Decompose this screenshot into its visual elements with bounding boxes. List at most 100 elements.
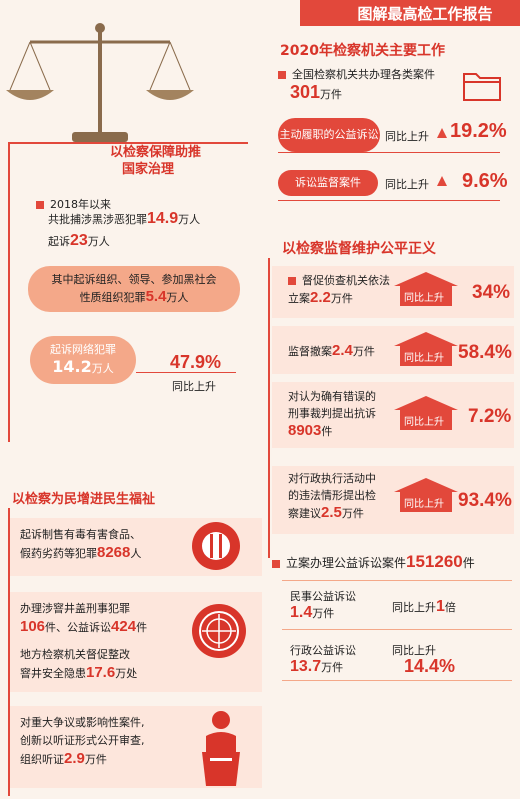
folder-icon — [463, 73, 501, 101]
hear-unit: 万件 — [84, 753, 107, 766]
org-line2: 性质组织犯罪5.4万人 — [28, 288, 240, 306]
section1-line1: 全国检察机关共办理各类案件 — [278, 66, 435, 82]
left1-title-line2: 国家治理 — [122, 162, 175, 177]
food-icon — [192, 522, 240, 570]
cases-num: 301 — [290, 82, 321, 102]
supervise-item-4 — [272, 466, 514, 534]
net-unit: 万人 — [91, 362, 114, 375]
item3-line2: 刑事裁判提出抗诉 — [288, 407, 376, 420]
civil-label: 民事公益诉讼 — [290, 590, 356, 603]
pill1-rate-label: 同比上升 — [385, 130, 429, 143]
civil-rate: 同比上升1倍 — [392, 598, 456, 616]
net-num: 14.2 — [52, 357, 92, 376]
section2-title: 以检察监督维护公平正义 — [282, 241, 436, 257]
pill2-line — [278, 200, 500, 201]
pill1-arrow-icon — [437, 128, 447, 138]
item4-line1: 对行政执行活动中 — [288, 472, 376, 485]
item2-rate-label: 同比上升 — [404, 353, 444, 364]
left1-title-line1: 以检察保障助推 — [110, 145, 202, 160]
since-label: 2018年以来 — [50, 198, 111, 211]
arrest-line: 共批捕涉黑涉恶犯罪14.9万人 — [48, 210, 200, 228]
arrest-label: 共批捕涉黑涉恶犯罪 — [48, 213, 147, 226]
item2-arrow-icon — [394, 332, 458, 346]
admin-rate-label: 同比上升 — [392, 644, 436, 657]
public-num: 151260 — [406, 552, 463, 571]
civil-unit: 万件 — [312, 607, 335, 620]
net-rate-label: 同比上升 — [172, 380, 216, 393]
left2-frame — [8, 508, 10, 796]
podium-speaker-icon — [202, 711, 240, 786]
net-label: 起诉网络犯罪 — [50, 343, 116, 356]
item3-text: 对认为确有错误的 刑事裁判提出抗诉 8903件 — [288, 388, 376, 440]
hear-label: 组织听证 — [20, 753, 64, 766]
item3-arrow-icon — [394, 396, 458, 410]
item1-line1: 督促侦查机关依法 — [302, 274, 390, 287]
cases-label: 全国检察机关共办理各类案件 — [292, 68, 435, 81]
admin-rate: 14.4% — [404, 656, 456, 676]
header-bar — [300, 0, 520, 26]
pill2-arrow-icon — [437, 176, 447, 186]
item2-rate: 58.4% — [458, 342, 512, 363]
arrest-unit: 万人 — [178, 213, 201, 226]
bullet-icon — [278, 71, 286, 79]
public-label: 立案办理公益诉讼案件 — [286, 556, 407, 570]
org-num: 5.4 — [145, 288, 167, 305]
item1-unit: 万件 — [330, 292, 353, 305]
pill2-rate: 9.6% — [462, 170, 508, 192]
item4-line2: 的违法情形提出检 — [288, 489, 376, 502]
bullet-icon — [36, 201, 44, 209]
public-unit: 件 — [462, 556, 475, 570]
pill1-line — [278, 152, 500, 153]
item3-rate-box — [400, 410, 452, 430]
item4-rate-label: 同比上升 — [404, 499, 444, 510]
since-line: 2018年以来 — [36, 196, 111, 212]
item2-rate-box — [400, 346, 452, 366]
item1-label: 立案 — [288, 292, 310, 305]
item4-line3: 察建议 — [288, 507, 321, 520]
pill2-label: 诉讼监督案件 — [295, 176, 361, 189]
item3-line1: 对认为确有错误的 — [288, 390, 376, 403]
hear-line1: 对重大争议或影响性案件, — [20, 716, 145, 729]
item3-num: 8903 — [288, 422, 322, 439]
item1-text: 督促侦查机关依法 立案2.2万件 — [288, 272, 390, 307]
admin-num: 13.7 — [290, 658, 322, 675]
item3-unit: 件 — [321, 425, 333, 438]
prosecute-line: 起诉23万人 — [48, 232, 110, 250]
food-line1: 起诉制售有毒有害食品、 — [20, 528, 141, 541]
section2-frame — [268, 258, 270, 558]
well-mid: 件、公益诉讼 — [45, 621, 112, 634]
org-line1: 其中起诉组织、领导、参加黑社会 — [51, 273, 217, 286]
supervise-item-3 — [272, 382, 514, 448]
well-unit: 件 — [136, 621, 148, 634]
net-value: 14.2万人 — [30, 357, 136, 376]
manhole-icon — [192, 604, 246, 658]
civil-num: 1.4 — [290, 604, 313, 621]
food-unit: 人 — [130, 547, 142, 560]
item1-num: 2.2 — [310, 289, 331, 306]
supervise-item-2 — [272, 326, 514, 374]
food-num: 8268 — [97, 544, 131, 561]
prosecute-num: 23 — [70, 232, 88, 249]
item2-num: 2.4 — [332, 342, 353, 359]
civil-rate-label: 同比上升 — [392, 601, 436, 614]
well-line1: 办理涉窨井盖刑事犯罪 — [20, 602, 130, 615]
fix-line1: 地方检察机关督促整改 — [20, 648, 130, 661]
org-label: 性质组织犯罪 — [79, 291, 146, 304]
arrest-num: 14.9 — [147, 210, 179, 227]
item2-unit: 万件 — [352, 345, 375, 358]
admin-value: 13.7万件 — [290, 658, 343, 676]
food-text: 起诉制售有毒有害食品、 假药劣药等犯罪8268人 — [20, 526, 141, 563]
admin-label: 行政公益诉讼 — [290, 644, 356, 657]
bullet-icon — [272, 559, 280, 568]
prosecute-label: 起诉 — [48, 235, 70, 248]
bullet-icon — [288, 277, 296, 285]
cases-value: 301万件 — [290, 82, 342, 103]
food-label: 假药劣药等犯罪 — [20, 547, 97, 560]
item1-arrow-icon — [394, 272, 458, 286]
item4-text: 对行政执行活动中 的违法情形提出检 察建议2.5万件 — [288, 470, 376, 522]
public-line: 立案办理公益诉讼案件151260件 — [272, 552, 475, 572]
admin-underline — [282, 680, 512, 681]
org-unit: 万人 — [166, 291, 189, 304]
prosecute-unit: 万人 — [87, 235, 110, 248]
admin-unit: 万件 — [321, 661, 344, 674]
